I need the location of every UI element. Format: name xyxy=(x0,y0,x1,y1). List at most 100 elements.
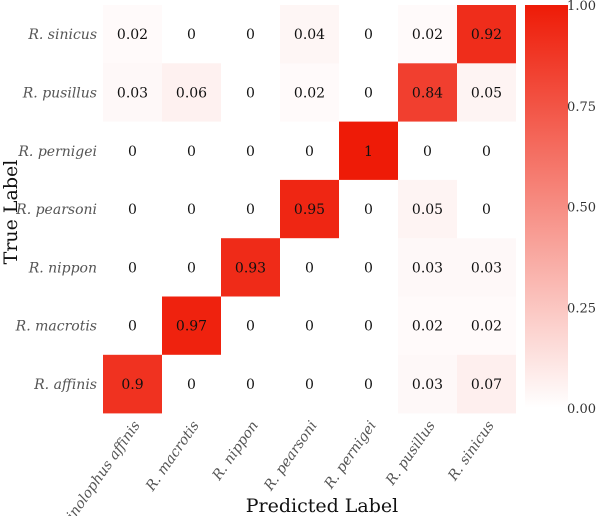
heatmap-cell xyxy=(162,238,221,297)
cell-value-label: 0.84 xyxy=(412,85,443,101)
cell-value-label: 1 xyxy=(364,144,373,160)
colorbar-tick-label: 0.00 xyxy=(567,402,596,417)
cell-value-label: 0.05 xyxy=(412,202,443,218)
y-tick-label: R. pernigei xyxy=(17,144,97,160)
x-axis-title: Predicted Label xyxy=(246,495,399,516)
colorbar-tick-label: 0.25 xyxy=(567,301,596,316)
y-tick-label: R. affinis xyxy=(33,377,97,393)
cell-value-label: 0 xyxy=(187,377,196,393)
heatmap-cell xyxy=(103,5,162,64)
cell-value-label: 0.04 xyxy=(294,27,325,43)
colorbar xyxy=(525,5,568,408)
cell-value-label: 0 xyxy=(187,202,196,218)
heatmap-cell xyxy=(457,121,516,181)
x-tick-label: R. macrotis xyxy=(142,418,202,495)
cell-value-label: 0.93 xyxy=(235,260,266,276)
heatmap-cell xyxy=(339,5,398,64)
heatmap-cell xyxy=(103,179,162,239)
heatmap-cell xyxy=(221,179,280,239)
cell-value-label: 0 xyxy=(187,144,196,160)
heatmap-cell xyxy=(457,296,516,356)
heatmap-cell xyxy=(339,121,398,181)
heatmap-cell xyxy=(162,354,221,414)
heatmap-cell xyxy=(398,296,457,356)
cell-value-label: 0.03 xyxy=(412,260,443,276)
heatmap-cell xyxy=(457,238,516,297)
heatmap-cell xyxy=(162,63,221,122)
heatmap-cell xyxy=(221,354,280,414)
heatmap-cell xyxy=(221,238,280,297)
heatmap-cell xyxy=(221,121,280,181)
y-tick-label: R. pearsoni xyxy=(15,202,97,218)
heatmap-cell xyxy=(221,63,280,122)
cell-value-label: 0.02 xyxy=(117,27,148,43)
colorbar-tick-label: 0.75 xyxy=(567,100,596,115)
x-tick-label: Rhinolophus affinis xyxy=(52,418,144,516)
heatmap-cell xyxy=(162,179,221,239)
y-tick-label: R. pusillus xyxy=(22,85,97,101)
heatmap-cell xyxy=(280,121,339,181)
y-tick-label: R. nippon xyxy=(28,260,97,276)
heatmap-cell xyxy=(280,238,339,297)
cell-value-label: 0 xyxy=(364,319,373,335)
heatmap-cell xyxy=(280,63,339,122)
heatmap-cell xyxy=(398,179,457,239)
cell-value-label: 0.02 xyxy=(412,319,443,335)
heatmap-cell xyxy=(398,63,457,122)
cell-value-label: 0.92 xyxy=(471,27,502,43)
x-tick-label: R. pearsoni xyxy=(261,418,321,494)
x-tick-label: R. pusillus xyxy=(383,418,439,489)
heatmap-cell xyxy=(398,121,457,181)
cell-value-label: 0 xyxy=(246,144,255,160)
heatmap-cell xyxy=(457,179,516,239)
cell-value-label: 0.05 xyxy=(471,85,502,101)
colorbar-tick-label: 1.00 xyxy=(567,0,596,14)
heatmap-cell xyxy=(339,238,398,297)
heatmap-cell xyxy=(339,63,398,122)
heatmap-cell xyxy=(280,296,339,356)
heatmap-cell xyxy=(221,296,280,356)
heatmap-cell xyxy=(398,354,457,414)
cell-value-label: 0.07 xyxy=(471,377,502,393)
x-tick-label: R. pernigei xyxy=(321,418,380,492)
x-tick-label: R. nippon xyxy=(209,418,262,484)
cell-value-label: 0 xyxy=(482,144,491,160)
heatmap-cell xyxy=(103,238,162,297)
x-tick-label: R. sinicus xyxy=(445,418,498,484)
cell-value-label: 0.95 xyxy=(294,202,325,218)
heatmap-cell xyxy=(457,5,516,64)
heatmap-cell xyxy=(339,179,398,239)
heatmap-cell xyxy=(398,5,457,64)
heatmap-cell xyxy=(457,63,516,122)
cell-value-label: 0 xyxy=(187,27,196,43)
y-tick-label: R. sinicus xyxy=(27,27,97,43)
heatmap-cell xyxy=(103,296,162,356)
colorbar-tick-label: 0.50 xyxy=(567,201,596,216)
cell-value-label: 0 xyxy=(423,144,432,160)
heatmap-cell xyxy=(103,354,162,414)
colorbar-tick-labels: 0.00 0.25 0.50 0.75 1.00 xyxy=(567,0,596,417)
cell-value-label: 0 xyxy=(128,260,137,276)
heatmap-cell xyxy=(339,296,398,356)
cell-value-label: 0 xyxy=(305,260,314,276)
heatmap-cell xyxy=(398,238,457,297)
heatmap-cell xyxy=(280,354,339,414)
y-axis-title: True Label xyxy=(0,160,22,265)
heatmap-cell xyxy=(221,5,280,64)
cell-value-label: 0 xyxy=(246,377,255,393)
heatmap-cell xyxy=(280,5,339,64)
y-tick-label: R. macrotis xyxy=(15,319,97,335)
heatmap-cell xyxy=(280,179,339,239)
cell-value-label: 0 xyxy=(364,27,373,43)
cell-value-label: 0.03 xyxy=(117,85,148,101)
heatmap-cell xyxy=(457,354,516,414)
cell-value-label: 0 xyxy=(305,377,314,393)
cell-value-label: 0.02 xyxy=(294,85,325,101)
cell-value-label: 0 xyxy=(246,27,255,43)
cell-value-label: 0.97 xyxy=(176,319,207,335)
cell-value-label: 0 xyxy=(364,85,373,101)
cell-value-label: 0 xyxy=(364,377,373,393)
cell-value-label: 0.03 xyxy=(412,377,443,393)
